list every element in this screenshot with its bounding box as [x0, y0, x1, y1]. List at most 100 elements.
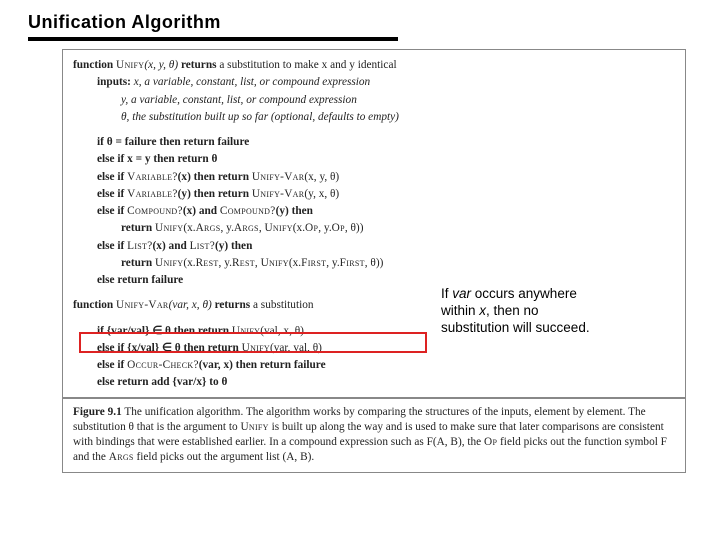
t: field picks out the argument list (A, B)…: [134, 451, 315, 463]
t: Args: [196, 222, 221, 234]
code-line: else return add {var/x} to θ: [97, 376, 227, 388]
t: If: [441, 286, 452, 301]
line-2: else if x = y then return θ: [73, 152, 675, 167]
kw-function: function: [73, 299, 116, 311]
figure-caption: Figure 9.1 The unification algorithm. Th…: [62, 398, 686, 473]
fn-return-desc: a substitution: [253, 299, 314, 311]
pseudocode-box: function Unify(x, y, θ) returns a substi…: [62, 49, 686, 398]
t: Unify: [261, 257, 289, 269]
t: Compound?: [220, 205, 276, 217]
fn-return-desc: a substitution to make x and y identical: [219, 59, 396, 71]
t: return: [121, 222, 155, 234]
fn-args: (var, x, θ): [169, 299, 215, 311]
fn-unify-header: function Unify(x, y, θ) returns a substi…: [73, 58, 675, 73]
t: (y) then: [215, 240, 252, 252]
t: return: [121, 257, 155, 269]
caption-lead: Figure 9.1: [73, 406, 122, 418]
t: Unify-Var: [252, 171, 305, 183]
fn-name: Unify: [116, 59, 144, 71]
t: (x.: [183, 257, 195, 269]
line-6: return Unify(x.Args, y.Args, Unify(x.Op,…: [73, 221, 675, 236]
t: Unify: [242, 342, 270, 354]
t: (y, x, θ): [304, 188, 339, 200]
t: (y) then return: [178, 188, 252, 200]
t: , y.: [219, 257, 232, 269]
t: Unify: [240, 421, 268, 433]
input-y: y, a variable, constant, list, or compou…: [121, 94, 357, 106]
t: (x) and: [153, 240, 190, 252]
t: (x) then return: [178, 171, 252, 183]
t: , θ)): [345, 222, 364, 234]
t: substitution will succeed.: [441, 320, 590, 335]
var-line-3: else if Occur-Check?(var, x) then return…: [73, 358, 675, 373]
t: Args: [234, 222, 259, 234]
t: Variable?: [127, 171, 178, 183]
line-3: else if Variable?(x) then return Unify-V…: [73, 170, 675, 185]
t: First: [340, 257, 365, 269]
t: within: [441, 303, 479, 318]
t: , y.: [221, 222, 234, 234]
t: var: [452, 286, 471, 301]
t: Unify: [155, 222, 183, 234]
t: else if: [97, 171, 127, 183]
t: (y) then: [276, 205, 313, 217]
code-line: if θ = failure then return failure: [97, 136, 249, 148]
fn-args: (x, y, θ): [144, 59, 181, 71]
kw-returns: returns: [215, 299, 253, 311]
line-4: else if Variable?(y) then return Unify-V…: [73, 187, 675, 202]
t: else if: [97, 240, 127, 252]
t: Op: [332, 222, 345, 234]
code-line: else if x = y then return θ: [97, 153, 217, 165]
t: (x.: [293, 222, 305, 234]
t: (x) and: [183, 205, 220, 217]
t: Rest: [196, 257, 219, 269]
var-line-2: else if {x/val} ∈ θ then return Unify(va…: [73, 341, 675, 356]
inputs-line-y: y, a variable, constant, list, or compou…: [73, 93, 675, 108]
kw-inputs: inputs:: [97, 76, 134, 88]
t: List?: [127, 240, 152, 252]
line-8: return Unify(x.Rest, y.Rest, Unify(x.Fir…: [73, 256, 675, 271]
t: , y.: [318, 222, 331, 234]
input-theta: θ, the substitution built up so far (opt…: [121, 111, 399, 123]
t: (val, x, θ): [260, 325, 304, 337]
t: Rest: [232, 257, 255, 269]
t: Unify-Var: [252, 188, 305, 200]
t: Op: [484, 436, 497, 448]
t: else if: [97, 359, 127, 371]
t: First: [301, 257, 326, 269]
t: (var, val, θ): [270, 342, 322, 354]
t: (var, x) then return failure: [199, 359, 326, 371]
line-7: else if List?(x) and List?(y) then: [73, 239, 675, 254]
t: if {var/val} ∈ θ then return: [97, 325, 232, 337]
line-1: if θ = failure then return failure: [73, 135, 675, 150]
fn-name: Unify-Var: [116, 299, 169, 311]
title-underline: [28, 37, 398, 41]
code-line: else return failure: [97, 274, 183, 286]
t: Args: [109, 451, 134, 463]
var-line-4: else return add {var/x} to θ: [73, 375, 675, 390]
t: else if: [97, 188, 127, 200]
t: , θ)): [365, 257, 384, 269]
t: (x.: [183, 222, 195, 234]
t: Occur-Check?: [127, 359, 199, 371]
t: else if {x/val} ∈ θ then return: [97, 342, 242, 354]
t: Compound?: [127, 205, 183, 217]
inputs-line-x: inputs: x, a variable, constant, list, o…: [73, 75, 675, 90]
t: , y.: [326, 257, 339, 269]
t: occurs anywhere: [471, 286, 577, 301]
t: List?: [190, 240, 215, 252]
inputs-line-theta: θ, the substitution built up so far (opt…: [73, 110, 675, 125]
kw-returns: returns: [181, 59, 219, 71]
line-5: else if Compound?(x) and Compound?(y) th…: [73, 204, 675, 219]
t: Variable?: [127, 188, 178, 200]
t: Unify: [155, 257, 183, 269]
t: Unify: [232, 325, 260, 337]
annotation-callout: If var occurs anywhere within x, then no…: [441, 286, 646, 337]
t: , then no: [486, 303, 539, 318]
t: Op: [305, 222, 318, 234]
kw-function: function: [73, 59, 116, 71]
t: else if: [97, 205, 127, 217]
t: Unify: [264, 222, 292, 234]
page-title: Unification Algorithm: [0, 0, 720, 37]
t: (x, y, θ): [304, 171, 339, 183]
